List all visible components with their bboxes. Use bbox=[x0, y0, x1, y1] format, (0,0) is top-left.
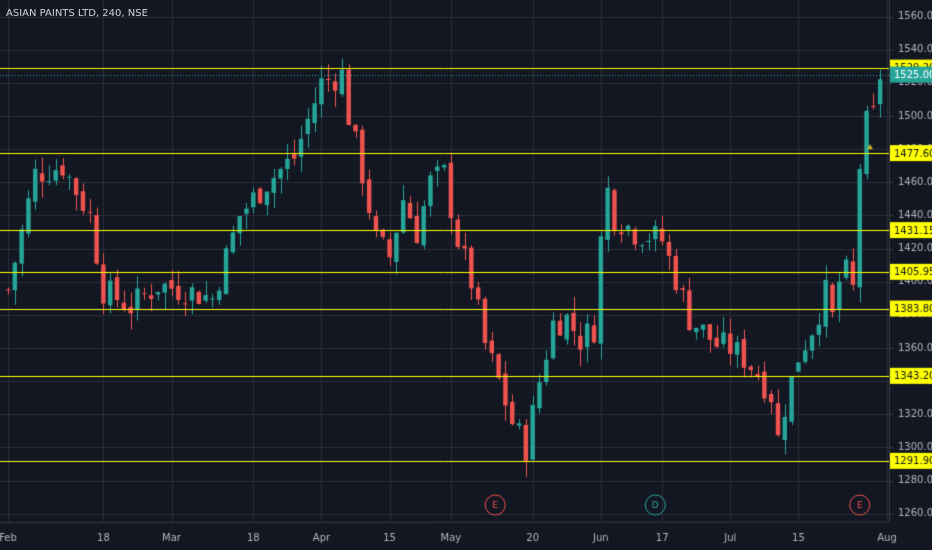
chart-title: ASIAN PAINTS LTD, 240, NSE bbox=[6, 8, 148, 19]
